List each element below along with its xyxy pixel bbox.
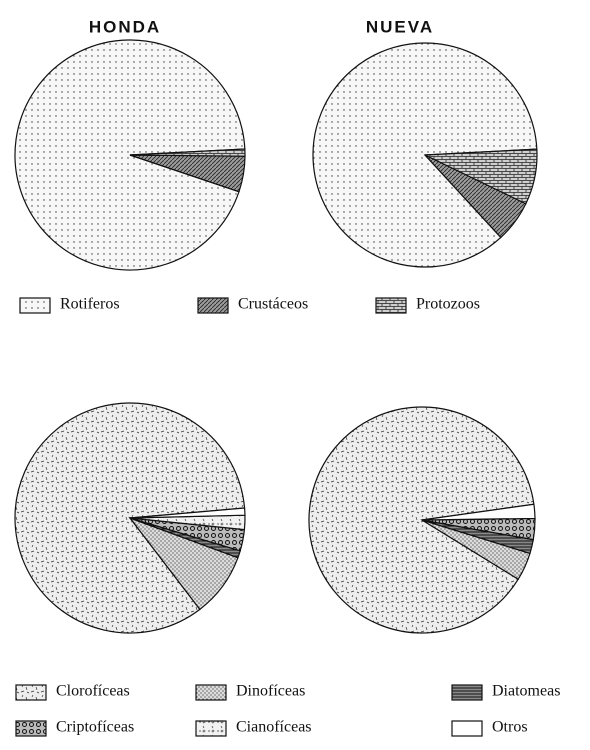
slice xyxy=(129,507,246,519)
title: NUEVA xyxy=(366,17,434,36)
title: HONDA xyxy=(89,17,161,36)
legend-swatch xyxy=(15,684,47,701)
slice xyxy=(308,406,535,634)
legend-label: Crustáceos xyxy=(238,296,308,313)
legend-label: Cianofíceas xyxy=(236,719,312,736)
legend-label: Rotiferos xyxy=(60,296,120,313)
legend-swatch xyxy=(15,720,47,737)
legend-label: Diatomeas xyxy=(492,683,560,700)
slice xyxy=(421,503,536,521)
legend-swatch xyxy=(451,720,483,737)
legend-label: Criptofíceas xyxy=(56,719,134,736)
legend-swatch xyxy=(451,684,483,701)
legend-swatch xyxy=(197,297,229,314)
legend-swatch xyxy=(195,684,227,701)
legend-swatch xyxy=(19,297,51,314)
slice xyxy=(424,148,538,205)
slice xyxy=(129,148,246,157)
legend-label: Dinofíceas xyxy=(236,683,305,700)
legend-label: Otros xyxy=(492,719,528,736)
legend-label: Clorofíceas xyxy=(56,683,130,700)
legend-swatch xyxy=(375,297,407,314)
legend-swatch xyxy=(195,720,227,737)
legend-label: Protozoos xyxy=(416,296,480,313)
